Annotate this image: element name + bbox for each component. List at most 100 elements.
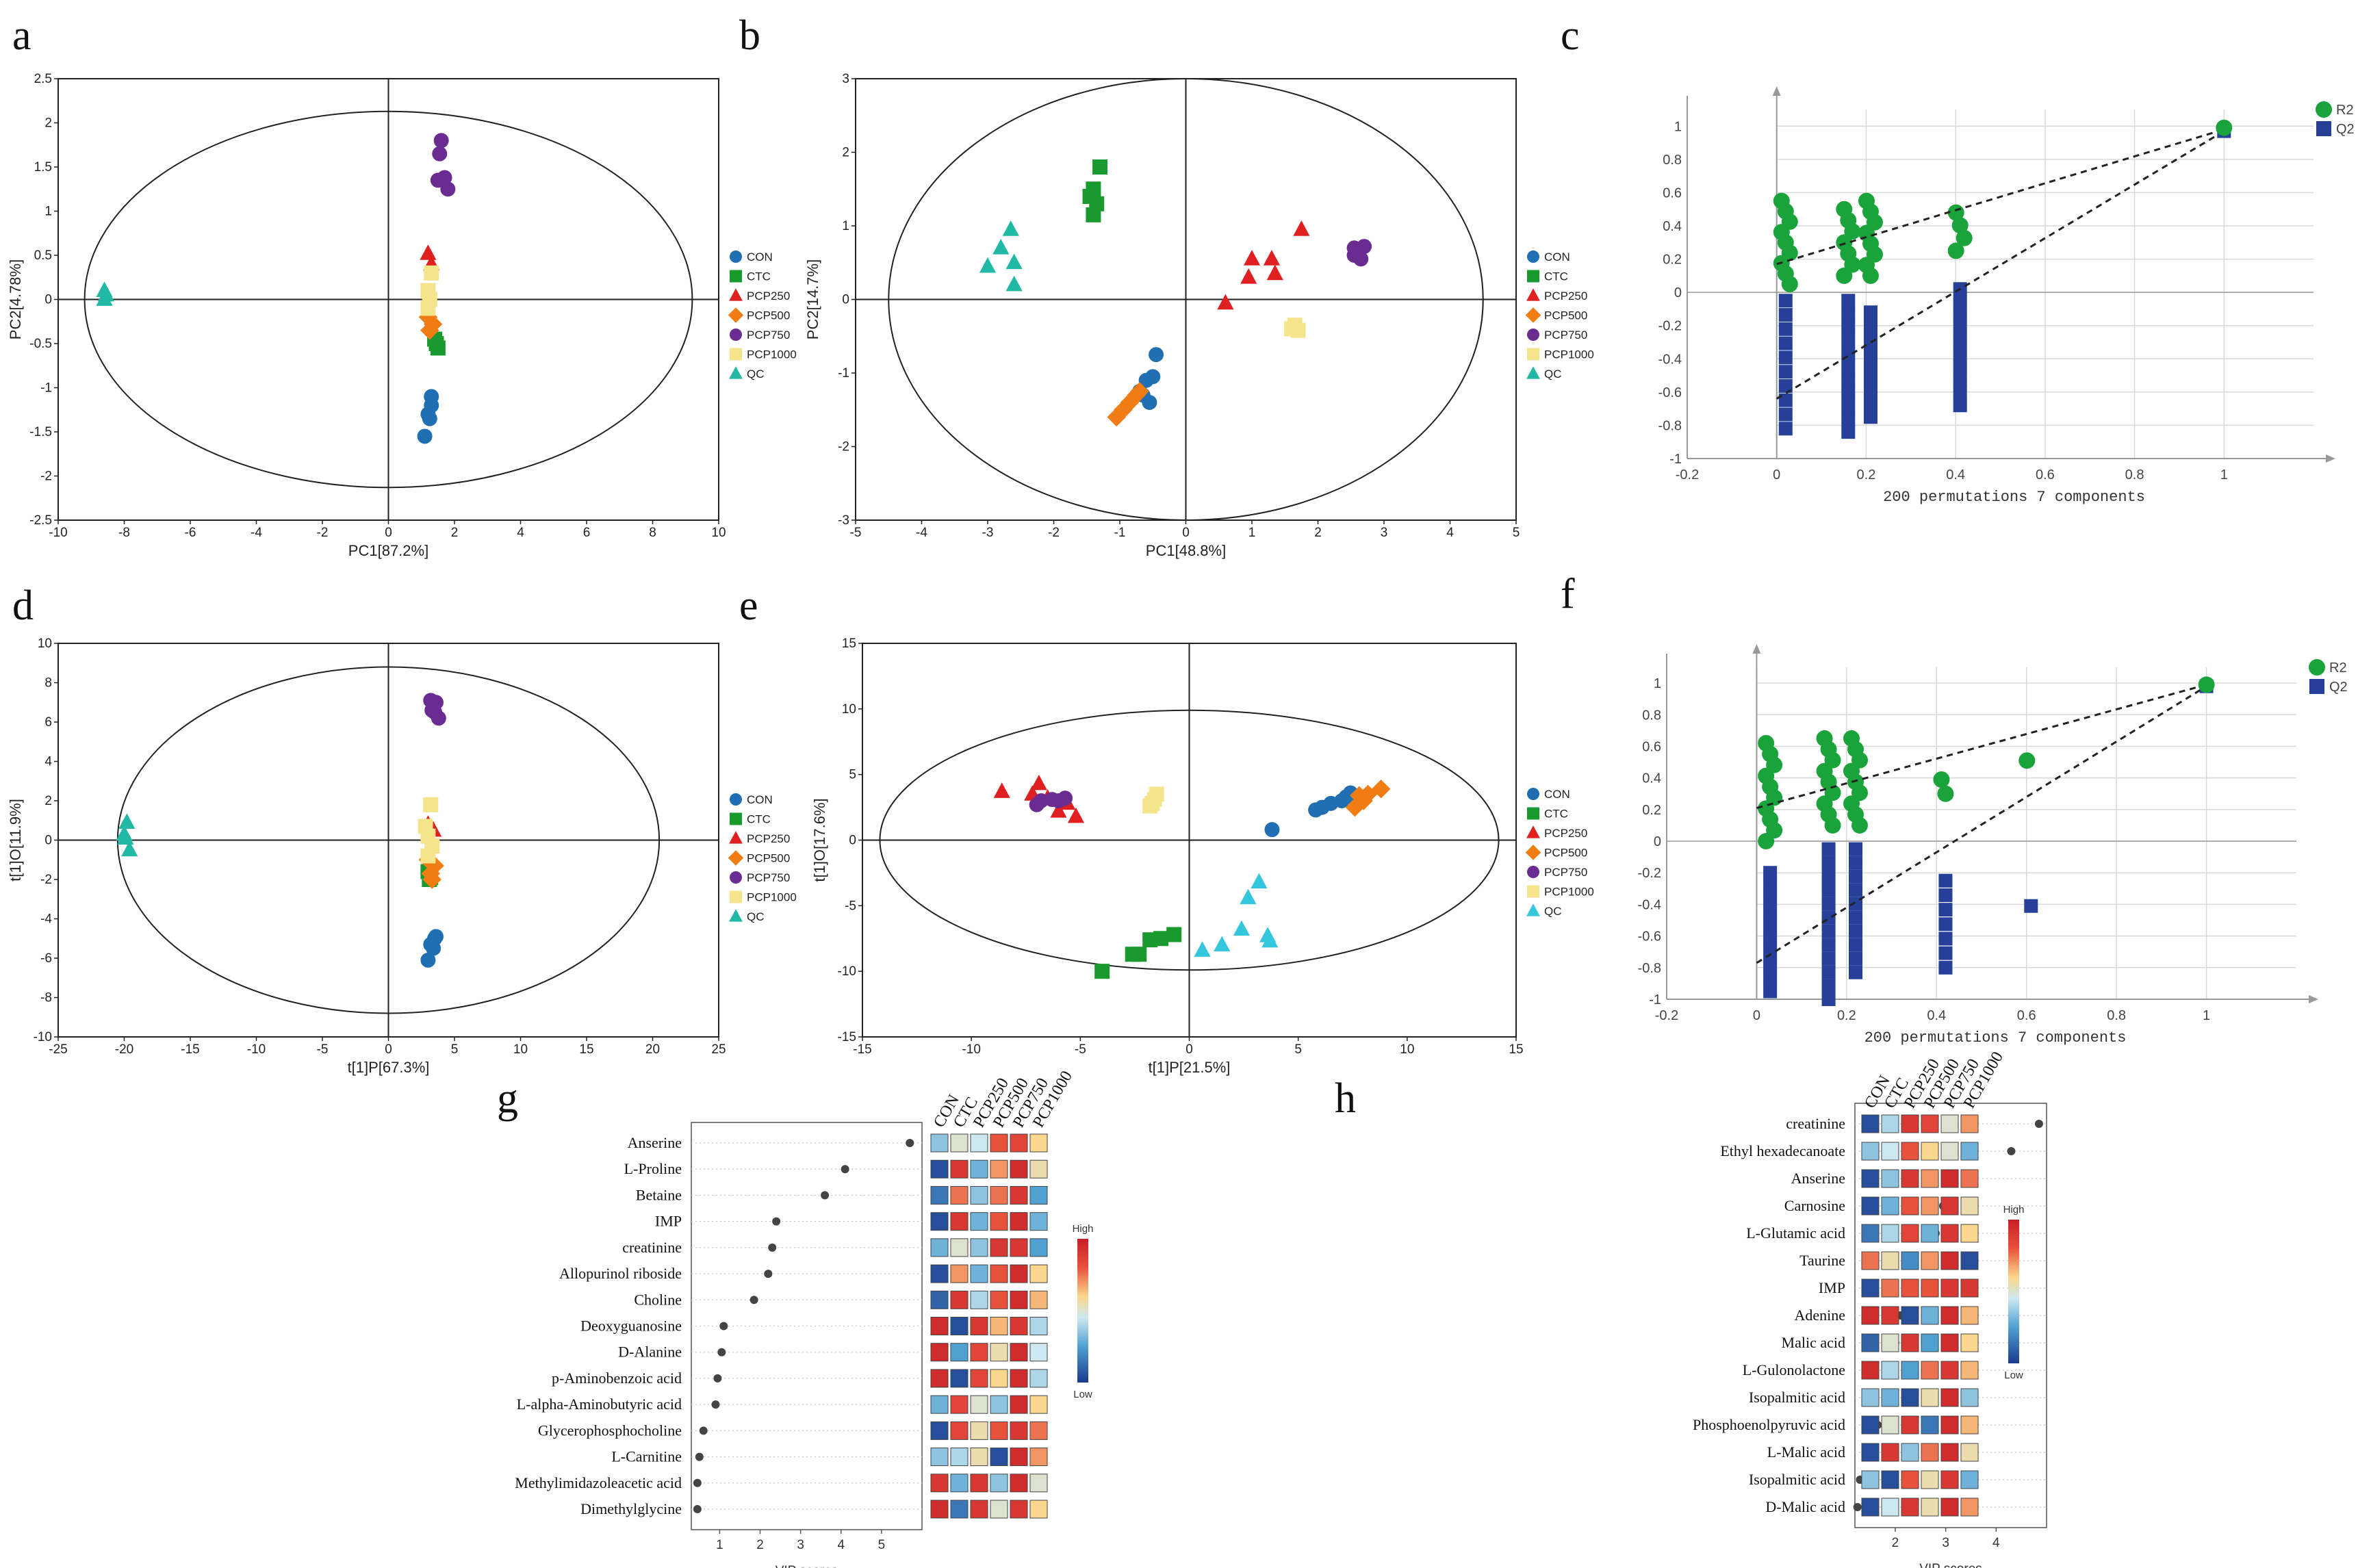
point-qc — [1251, 873, 1268, 889]
heatmap-cell — [1861, 1142, 1880, 1161]
y-tick-label: 0.2 — [1642, 803, 1661, 818]
point-pcp1000 — [420, 300, 436, 316]
y-tick-label: 1 — [44, 205, 52, 219]
point-pcp250 — [993, 782, 1010, 798]
legend-label-ctc: CTC — [747, 813, 771, 826]
heatmap-cell — [1010, 1448, 1028, 1467]
x-tick-label: 4 — [837, 1538, 845, 1552]
heatmap-cell — [1940, 1470, 1959, 1489]
point-q2 — [1841, 320, 1856, 334]
y-tick-label: -15 — [838, 1030, 856, 1044]
x-tick-label: -10 — [49, 526, 67, 540]
point-q2 — [1821, 924, 1836, 938]
x-axis-arrow — [2309, 995, 2318, 1003]
panel-label-c: c — [1561, 12, 1580, 59]
heatmap-cell — [1861, 1306, 1880, 1325]
heatmap-cell — [930, 1421, 949, 1440]
x-tick-label: 2 — [1314, 526, 1322, 540]
point-pcp500 — [1371, 780, 1391, 799]
x-tick-label: -8 — [118, 526, 130, 540]
point-pcp750 — [433, 133, 449, 149]
legend-label-con: CON — [747, 250, 773, 264]
heatmap-cell — [950, 1369, 969, 1388]
y-tick-label: 2.5 — [34, 72, 52, 86]
heatmap-cell — [1901, 1251, 1919, 1270]
point-q2 — [1841, 307, 1856, 321]
y-tick-label: -1 — [1649, 992, 1661, 1007]
feature-label: D-Alanine — [618, 1344, 682, 1361]
heatmap-cell — [1940, 1142, 1959, 1161]
point-q2 — [1849, 869, 1862, 884]
x-tick-label: 6 — [583, 526, 591, 540]
legend-label-ctc: CTC — [1544, 808, 1568, 821]
vip-dot — [693, 1478, 702, 1487]
heatmap-cell — [930, 1448, 949, 1467]
x-tick-label: -4 — [251, 526, 262, 540]
x-tick-label: 0.8 — [2125, 467, 2144, 483]
x-tick-label: 0.4 — [1927, 1008, 1946, 1023]
point-q2 — [1763, 931, 1778, 946]
legend-label-pcp750: PCP750 — [747, 329, 790, 342]
legend-label-pcp750: PCP750 — [1544, 329, 1587, 342]
feature-label: L-Carnitine — [611, 1448, 682, 1465]
point-q2 — [1863, 344, 1877, 359]
legend-marker-pcp750 — [1527, 866, 1539, 878]
panel-g: g Anserine L-Proline Betaine IMP creatinine Al… — [497, 1068, 1093, 1568]
x-axis-label: 200 permutations 7 components — [1864, 1029, 2127, 1046]
heatmap-cell — [1861, 1278, 1880, 1298]
point-qc — [979, 257, 997, 273]
heatmap-cell — [950, 1238, 969, 1257]
point-pcp250 — [1266, 264, 1283, 281]
heatmap-cell — [1960, 1251, 1979, 1270]
point-q2 — [1849, 951, 1862, 966]
point-q2 — [1821, 965, 1836, 979]
point-q2 — [1849, 924, 1862, 938]
x-tick-label: 25 — [711, 1042, 726, 1057]
x-tick-label: 15 — [579, 1042, 593, 1057]
y-tick-label: -8 — [40, 991, 52, 1005]
heatmap-cell — [1010, 1290, 1028, 1309]
heatmap-cell — [990, 1264, 1008, 1283]
feature-label: Glycerophosphocholine — [538, 1422, 682, 1439]
heatmap-cell — [1861, 1196, 1880, 1216]
feature-label: Anserine — [1791, 1170, 1845, 1187]
x-tick-label: 0 — [385, 526, 392, 540]
point-q2 — [1849, 910, 1862, 925]
heatmap-cell — [1881, 1196, 1899, 1216]
point-q2 — [1841, 294, 1856, 308]
panel-h: h creatinine Ethyl hexadecanoate Anserine Ca… — [1335, 1049, 2047, 1568]
heatmap-cell — [1029, 1369, 1048, 1388]
heatmap-cell — [1881, 1251, 1899, 1270]
heatmap-cell — [930, 1343, 949, 1362]
heatmap-cell — [1921, 1114, 1939, 1133]
heatmap-cell — [990, 1317, 1008, 1335]
legend-marker-ctc — [1527, 807, 1539, 820]
legend-marker-pcp750 — [730, 329, 742, 341]
y-tick-label: 4 — [44, 755, 52, 769]
feature-label: L-Gulonolactone — [1743, 1361, 1845, 1378]
heatmap-cell — [930, 1212, 949, 1231]
point-q2 — [1938, 931, 1953, 946]
heatmap-cell — [1960, 1169, 1979, 1188]
y-tick-label: 8 — [44, 676, 52, 691]
x-axis-arrow — [2326, 454, 2335, 463]
x-tick-label: -0.2 — [1676, 467, 1699, 483]
x-tick-label: 0.2 — [1837, 1008, 1856, 1023]
point-r2 — [1947, 242, 1964, 259]
legend-marker-r2 — [2309, 659, 2325, 676]
heatmap-cell — [950, 1500, 969, 1519]
heatmap-cell — [1881, 1443, 1899, 1462]
point-q2 — [1863, 357, 1877, 372]
heatmap-cell — [1010, 1421, 1028, 1440]
heatmap-cell — [1029, 1395, 1048, 1414]
colorbar-high-label: High — [1073, 1223, 1094, 1235]
vip-dot — [699, 1426, 708, 1435]
point-q2 — [1763, 892, 1778, 906]
point-qc — [1233, 920, 1250, 936]
heatmap-cell — [1960, 1333, 1979, 1352]
x-tick-label: -6 — [185, 526, 196, 540]
heatmap-cell — [1921, 1169, 1939, 1188]
point-q2 — [1863, 410, 1877, 424]
heatmap-cell — [1881, 1333, 1899, 1352]
panel-a: a -10 -8 -6 -4 -2 0 2 4 6 8 10 -2.5 -2 -1.5 -1 -0.5 0 0.5 1… — [7, 12, 797, 559]
